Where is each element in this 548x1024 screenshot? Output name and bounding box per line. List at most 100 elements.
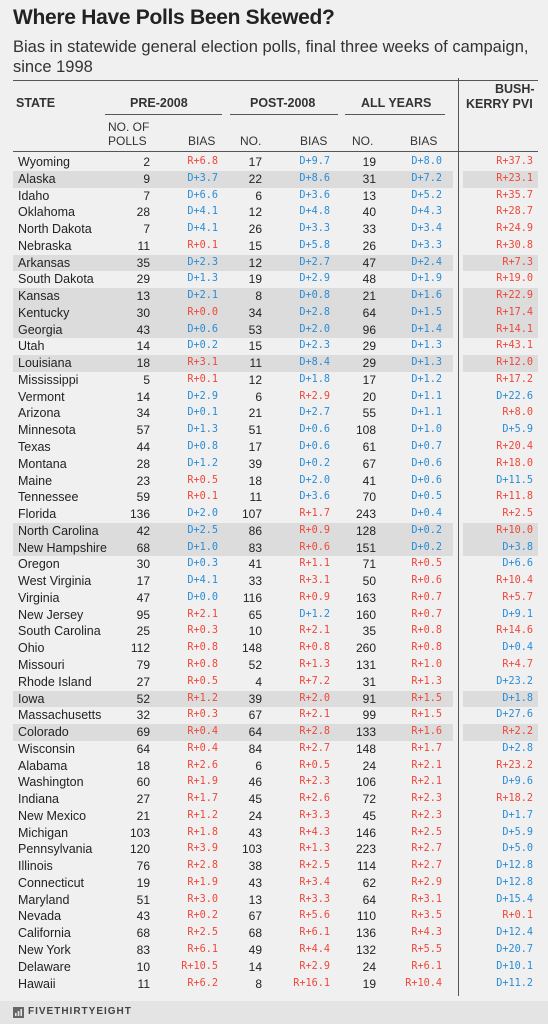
all-years-polls-cell: 47 xyxy=(362,255,376,270)
all-years-bias-cell: D+0.5 xyxy=(411,491,442,503)
state-cell: Connecticut xyxy=(18,875,85,890)
state-cell: Hawaii xyxy=(18,976,56,991)
table-row: Louisiana 18 R+3.1 11 D+8.4 29 D+1.3 R+12.0 xyxy=(0,355,548,372)
pre-2008-bias-cell: R+2.5 xyxy=(187,927,218,939)
pvi-cell: R+2.5 xyxy=(502,508,533,520)
pre-2008-bias-cell: D+0.1 xyxy=(187,407,218,419)
post-2008-bias-cell: D+0.2 xyxy=(299,457,330,469)
all-years-bias-cell: D+7.2 xyxy=(411,172,442,184)
table-row: Alabama 18 R+2.6 6 R+0.5 24 R+2.1 R+23.2 xyxy=(0,758,548,775)
table-row: Arkansas 35 D+2.3 12 D+2.7 47 D+2.4 R+7.3 xyxy=(0,254,548,272)
pre-2008-polls-cell: 23 xyxy=(136,473,150,488)
all-years-bias-cell: D+1.2 xyxy=(411,373,442,385)
pre-2008-bias-cell: R+1.9 xyxy=(187,876,218,888)
post-2008-bias-cell: D+3.6 xyxy=(299,189,330,201)
all-years-polls-cell: 64 xyxy=(362,892,376,907)
pvi-cell: R+43.1 xyxy=(496,340,533,352)
all-years-bias-cell: D+0.2 xyxy=(411,541,442,553)
pvi-cell: R+19.0 xyxy=(496,273,533,285)
table-row: Illinois 76 R+2.8 38 R+2.5 114 R+2.7 D+12.8 xyxy=(0,858,548,875)
table-row: South Dakota 29 D+1.3 19 D+2.9 48 D+1.9 R+19.0 xyxy=(0,271,548,288)
post-2008-bias-cell: D+8.6 xyxy=(299,172,330,184)
table-row: Virginia 47 D+0.0 116 R+0.9 163 R+0.7 R+5.7 xyxy=(0,590,548,607)
header-pre-2008: PRE-2008 xyxy=(130,96,188,110)
pre-2008-bias-cell: R+6.1 xyxy=(187,943,218,955)
table-row: Michigan 103 R+1.8 43 R+4.3 146 R+2.5 D+5.9 xyxy=(0,825,548,842)
pvi-cell: D+2.8 xyxy=(502,742,533,754)
pvi-cell: R+20.4 xyxy=(496,441,533,453)
post-2008-bias-cell: R+3.3 xyxy=(299,893,330,905)
pvi-column-divider xyxy=(458,78,459,996)
post-2008-polls-cell: 39 xyxy=(248,691,262,706)
post-2008-polls-cell: 65 xyxy=(248,607,262,622)
post-2008-polls-cell: 13 xyxy=(248,892,262,907)
all-years-polls-cell: 35 xyxy=(362,624,376,639)
all-years-bias-cell: D+1.0 xyxy=(411,424,442,436)
post-2008-bias-cell: D+3.6 xyxy=(299,491,330,503)
pvi-cell: R+37.3 xyxy=(496,156,533,167)
post-2008-polls-cell: 15 xyxy=(248,238,262,253)
all-years-polls-cell: 62 xyxy=(362,875,376,890)
state-cell: Tennessee xyxy=(18,490,79,505)
table-row: Rhode Island 27 R+0.5 4 R+7.2 31 R+1.3 D+23.2 xyxy=(0,674,548,691)
pvi-cell: R+11.8 xyxy=(496,491,533,503)
post-2008-bias-cell: R+5.6 xyxy=(299,910,330,922)
table-row: Indiana 27 R+1.7 45 R+2.6 72 R+2.3 R+18.2 xyxy=(0,791,548,808)
all-years-bias-cell: D+1.6 xyxy=(411,290,442,302)
post-2008-polls-cell: 6 xyxy=(255,758,262,773)
pre-2008-polls-cell: 14 xyxy=(136,389,150,404)
post-2008-polls-cell: 38 xyxy=(248,859,262,874)
pre-2008-bias-cell: R+6.8 xyxy=(187,156,218,167)
all-years-polls-cell: 114 xyxy=(356,859,376,874)
pre-2008-polls-cell: 35 xyxy=(136,255,150,270)
state-cell: Delaware xyxy=(18,959,71,974)
all-years-polls-cell: 96 xyxy=(362,322,376,337)
pre-2008-polls-cell: 19 xyxy=(136,875,150,890)
all-years-polls-cell: 19 xyxy=(362,976,376,991)
all-years-polls-cell: 33 xyxy=(362,222,376,237)
pre-2008-polls-cell: 44 xyxy=(136,440,150,455)
all-years-bias-cell: R+5.5 xyxy=(411,943,442,955)
pre-2008-bias-cell: D+1.2 xyxy=(187,457,218,469)
table-row: North Carolina 42 D+2.5 86 R+0.9 128 D+0.2 R+10… xyxy=(0,522,548,540)
all-years-bias-cell: R+3.1 xyxy=(411,893,442,905)
post-2008-polls-cell: 64 xyxy=(248,725,262,740)
post-2008-bias-cell: R+4.4 xyxy=(299,943,330,955)
post-2008-polls-cell: 24 xyxy=(248,808,262,823)
post-2008-polls-cell: 86 xyxy=(248,523,262,538)
post-2008-bias-cell: D+9.7 xyxy=(299,156,330,167)
pvi-cell: D+12.8 xyxy=(496,860,533,872)
all-years-bias-cell: D+0.4 xyxy=(411,508,442,520)
pre-2008-polls-cell: 25 xyxy=(136,624,150,639)
table-body: Wyoming 2 R+6.8 17 D+9.7 19 D+8.0 R+37.3 Alaska 9… xyxy=(0,154,548,992)
state-cell: Vermont xyxy=(18,389,65,404)
all-years-bias-cell: D+0.6 xyxy=(411,457,442,469)
pre-2008-polls-cell: 42 xyxy=(136,523,150,538)
post-2008-bias-cell: R+2.7 xyxy=(299,742,330,754)
pvi-cell: D+20.7 xyxy=(496,943,533,955)
pvi-cell: R+10.4 xyxy=(496,575,533,587)
all-years-bias-cell: R+0.6 xyxy=(411,575,442,587)
subheader-all-no: NO. xyxy=(352,134,374,148)
state-cell: North Carolina xyxy=(18,523,99,538)
pre-2008-polls-cell: 30 xyxy=(136,305,150,320)
pvi-cell: D+15.4 xyxy=(496,893,533,905)
post-2008-bias-cell: D+0.6 xyxy=(299,424,330,436)
pvi-cell: R+4.7 xyxy=(502,658,533,670)
all-years-bias-cell: D+8.0 xyxy=(411,156,442,167)
post-2008-bias-cell: D+2.7 xyxy=(299,256,330,268)
pre-2008-bias-cell: R+0.8 xyxy=(187,642,218,654)
table-row: Minnesota 57 D+1.3 51 D+0.6 108 D+1.0 D+5.9 xyxy=(0,422,548,439)
post-2008-bias-cell: R+1.3 xyxy=(299,658,330,670)
table-row: Vermont 14 D+2.9 6 R+2.9 20 D+1.1 D+22.6 xyxy=(0,389,548,406)
pvi-cell: R+14.6 xyxy=(496,625,533,637)
pre-2008-underline xyxy=(105,114,222,115)
post-2008-polls-cell: 18 xyxy=(248,473,262,488)
post-2008-polls-cell: 51 xyxy=(248,423,262,438)
post-2008-polls-cell: 10 xyxy=(248,624,262,639)
pre-2008-polls-cell: 29 xyxy=(136,272,150,287)
state-cell: Georgia xyxy=(18,322,63,337)
state-cell: Montana xyxy=(18,456,67,471)
header-post-2008: POST-2008 xyxy=(250,96,316,110)
state-cell: West Virginia xyxy=(18,574,92,589)
